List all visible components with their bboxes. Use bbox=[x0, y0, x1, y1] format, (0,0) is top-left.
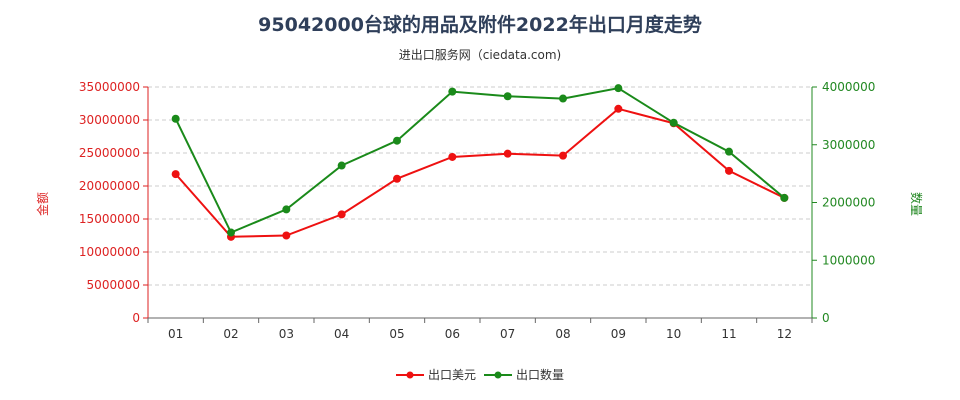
left-axis-label: 金额 bbox=[35, 192, 50, 216]
legend-label-qty: 出口数量 bbox=[516, 367, 564, 382]
legend: 出口美元 出口数量 bbox=[396, 367, 564, 382]
x-tick-label: 03 bbox=[279, 327, 294, 341]
series-line-1 bbox=[174, 87, 785, 234]
right-tick-label: 2000000 bbox=[822, 196, 875, 210]
legend-item-qty[interactable]: 出口数量 bbox=[484, 367, 564, 382]
x-tick-label: 02 bbox=[223, 327, 238, 341]
series-point-1[interactable] bbox=[503, 92, 512, 101]
right-tick-label: 3000000 bbox=[822, 138, 875, 152]
x-tick-label: 12 bbox=[777, 327, 792, 341]
series-point-0[interactable] bbox=[393, 174, 401, 183]
chart-title: 95042000台球的用品及附件2022年出口月度走势 bbox=[258, 14, 702, 36]
series-point-0[interactable] bbox=[171, 170, 180, 179]
x-tick-label: 05 bbox=[389, 327, 404, 341]
x-tick-label: 07 bbox=[500, 327, 515, 341]
left-tick-label: 15000000 bbox=[79, 212, 140, 226]
x-tick-label: 06 bbox=[445, 327, 460, 341]
x-tick-label: 04 bbox=[334, 327, 349, 341]
series-point-1[interactable] bbox=[227, 228, 235, 237]
series-point-1[interactable] bbox=[282, 205, 291, 214]
right-tick-label: 4000000 bbox=[822, 80, 875, 94]
left-tick-label: 10000000 bbox=[79, 245, 140, 259]
right-tick-label: 1000000 bbox=[822, 253, 875, 267]
series-point-1[interactable] bbox=[559, 94, 567, 103]
legend-item-usd[interactable]: 出口美元 bbox=[396, 368, 476, 382]
series-point-0[interactable] bbox=[448, 152, 457, 161]
series-line-0 bbox=[174, 107, 785, 238]
series-point-0[interactable] bbox=[503, 149, 512, 158]
left-axis-ticks: 0 5000000 10000000 15000000 20000000 25000000… bbox=[79, 80, 148, 325]
series-point-0[interactable] bbox=[614, 104, 623, 113]
series-point-1[interactable] bbox=[780, 193, 789, 202]
x-axis-ticks: 01 02 03 04 05 06 07 08 09 10 11 12 bbox=[147, 318, 813, 341]
x-tick-label: 11 bbox=[721, 327, 736, 341]
axes bbox=[147, 87, 813, 319]
left-tick-label: 35000000 bbox=[79, 80, 140, 94]
x-tick-label: 08 bbox=[555, 327, 570, 341]
series-point-1[interactable] bbox=[725, 147, 733, 156]
series-layer bbox=[171, 84, 789, 241]
x-tick-label: 10 bbox=[666, 327, 681, 341]
left-tick-label: 0 bbox=[132, 311, 140, 325]
series-point-1[interactable] bbox=[448, 87, 457, 96]
series-point-0[interactable] bbox=[725, 166, 733, 175]
legend-label-usd: 出口美元 bbox=[428, 368, 476, 382]
chart-subtitle: 进出口服务网（ciedata.com) bbox=[398, 48, 562, 62]
series-point-1[interactable] bbox=[171, 114, 180, 123]
left-tick-label: 30000000 bbox=[79, 113, 140, 127]
x-tick-label: 09 bbox=[611, 327, 626, 341]
series-point-0[interactable] bbox=[337, 210, 346, 219]
series-point-0[interactable] bbox=[559, 151, 567, 160]
right-tick-label: 0 bbox=[822, 311, 830, 325]
x-tick-label: 01 bbox=[168, 327, 183, 341]
series-point-1[interactable] bbox=[669, 118, 678, 127]
series-point-1[interactable] bbox=[614, 84, 623, 93]
series-point-1[interactable] bbox=[393, 136, 401, 145]
right-axis-ticks: 0 1000000 2000000 3000000 4000000 bbox=[812, 80, 875, 325]
grid-lines bbox=[148, 86, 812, 286]
right-axis-label: 数量 bbox=[909, 192, 924, 216]
left-tick-label: 5000000 bbox=[87, 278, 140, 292]
left-tick-label: 20000000 bbox=[79, 179, 140, 193]
left-tick-label: 25000000 bbox=[79, 146, 140, 160]
series-point-1[interactable] bbox=[337, 161, 346, 170]
series-point-0[interactable] bbox=[282, 231, 291, 240]
